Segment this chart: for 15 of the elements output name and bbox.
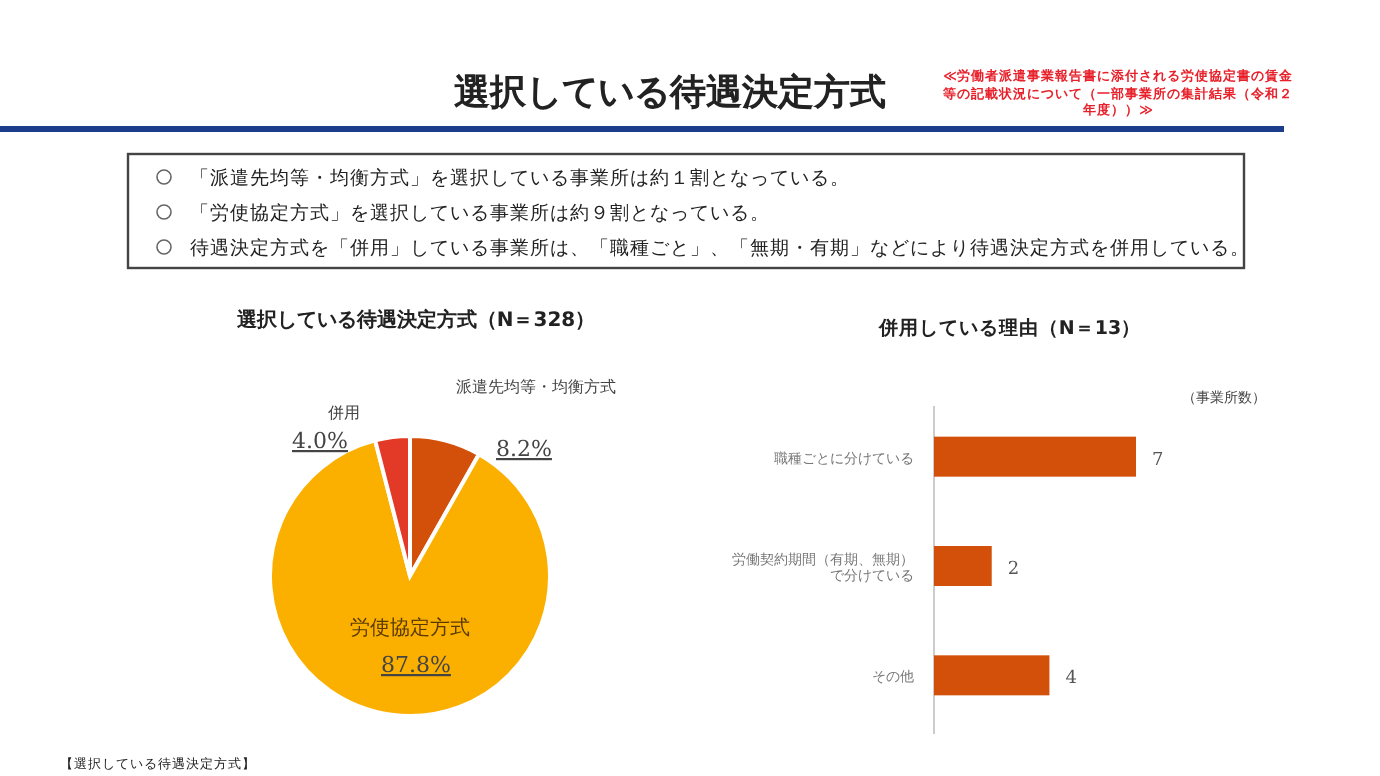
chart-title: 併用している理由（N＝13） — [876, 316, 1142, 340]
text: 「労使協定方式」を選択している事業所は約９割となっている。 — [190, 201, 770, 225]
data-label: 8.2% — [496, 436, 552, 462]
chart-title: 選択している待遇決定方式（N＝328） — [234, 308, 596, 332]
text: 「派遣先均等・均衡方式」を選択している事業所は約１割となっている。 — [190, 166, 850, 190]
slice-label: 労使協定方式 — [350, 616, 470, 640]
text: 選択している待遇決定方式 — [454, 72, 886, 114]
slice-label: 併用 — [328, 404, 360, 422]
data-label: 2 — [1007, 560, 1020, 580]
text: 待遇決定方式を「併用」している事業所は、「職種ごと」、「無期・有期」などにより待遇決定方式を併用している。 — [190, 236, 1250, 260]
data-label: 87.8% — [381, 652, 451, 678]
data-label: 7 — [1152, 450, 1164, 471]
data-label: 4 — [1065, 669, 1078, 690]
data-label: 4.0% — [292, 428, 348, 454]
slice-label: 派遣先均等・均衡方式 — [456, 378, 616, 396]
